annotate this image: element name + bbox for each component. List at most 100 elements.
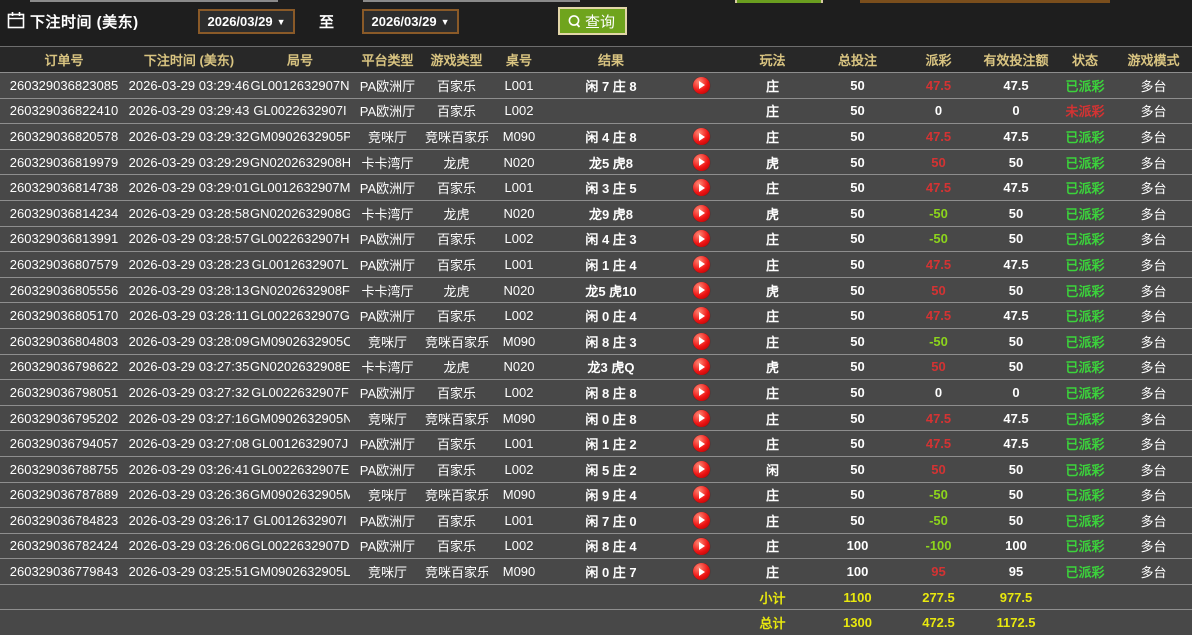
replay-play-icon[interactable] [692, 383, 710, 401]
replay-play-icon[interactable] [692, 511, 710, 529]
cell-total-bet: 50 [850, 205, 865, 221]
replay-play-icon[interactable] [692, 358, 710, 376]
cell-game-mode: 多台 [1140, 129, 1167, 145]
cell-table-no: N020 [503, 282, 535, 298]
cell-order-id: 260329036795202 [9, 410, 119, 426]
cell-bet-time: 2026-03-29 03:28:23 [128, 256, 250, 272]
cell-order-id: 260329036807579 [9, 256, 119, 272]
cell-replay [672, 281, 730, 299]
replay-play-icon[interactable] [692, 128, 710, 146]
table-row: 260329036787889 2026-03-29 03:26:36 GM0902… [0, 481, 1192, 508]
cell-platform: PA欧洲厅 [359, 232, 416, 248]
cell-platform: 竞咪厅 [367, 334, 407, 350]
cell-table-no: L002 [504, 308, 534, 324]
replay-play-icon[interactable] [692, 281, 710, 299]
replay-play-icon[interactable] [692, 153, 710, 171]
cell-game-type: 百家乐 [436, 513, 476, 529]
cell-bet-time: 2026-03-29 03:26:36 [128, 487, 250, 503]
replay-play-icon[interactable] [692, 409, 710, 427]
cell-result: 闲 0 庄 8 [585, 411, 637, 427]
replay-play-icon[interactable] [692, 204, 710, 222]
cell-total-bet: 50 [850, 410, 865, 426]
replay-play-icon[interactable] [692, 255, 710, 273]
cell-game-mode: 多台 [1140, 513, 1167, 529]
header-platform: 平台类型 [361, 53, 414, 68]
cell-status: 已派彩 [1065, 488, 1105, 504]
replay-play-icon[interactable] [692, 486, 710, 504]
cell-play: 虎 [765, 206, 779, 222]
cell-status: 已派彩 [1065, 334, 1105, 350]
cell-table-no: N020 [503, 154, 535, 170]
table-row: 260329036805170 2026-03-29 03:28:11 GL0022… [0, 302, 1192, 328]
cell-table-no: M090 [502, 128, 536, 144]
cell-valid-bet: 50 [1008, 154, 1024, 170]
cell-bet-time: 2026-03-29 03:27:35 [128, 359, 250, 375]
cell-payout: 50 [931, 154, 946, 170]
play-triangle-icon [699, 260, 705, 269]
replay-play-icon[interactable] [692, 230, 710, 248]
replay-play-icon[interactable] [692, 460, 710, 478]
total-row: 总计 1300 472.5 1172.5 [0, 609, 1192, 635]
cell-round-id: GN0202632908G [250, 205, 350, 221]
header-total-bet: 总投注 [837, 53, 877, 68]
replay-play-icon[interactable] [692, 307, 710, 325]
replay-play-icon[interactable] [692, 332, 710, 350]
cell-table-no: L002 [504, 231, 534, 247]
cell-round-id: GL0012632907L [251, 256, 349, 272]
cell-replay [672, 204, 730, 222]
date-to-picker[interactable]: 2026/03/29 ▼ [362, 9, 459, 34]
cell-result: 闲 5 庄 2 [585, 462, 637, 478]
cell-result: 闲 8 庄 4 [585, 539, 637, 555]
header-game-type: 游戏类型 [430, 53, 483, 68]
cell-game-type: 竞咪百家乐 [425, 488, 488, 504]
cell-table-no: L002 [504, 461, 534, 477]
clipped-element-remnant [860, 0, 1110, 3]
cell-play: 庄 [765, 539, 779, 555]
cell-valid-bet: 47.5 [1003, 180, 1029, 196]
replay-play-icon[interactable] [692, 537, 710, 555]
cell-valid-bet: 47.5 [1003, 436, 1029, 452]
cell-valid-bet: 50 [1008, 205, 1024, 221]
cell-replay [672, 307, 730, 325]
search-button[interactable]: 查询 [558, 7, 628, 35]
cell-result: 龙5 虎8 [588, 155, 634, 171]
cell-status: 已派彩 [1065, 360, 1105, 376]
cell-replay [672, 537, 730, 555]
play-triangle-icon [699, 337, 705, 346]
cell-payout: -50 [929, 487, 948, 503]
cell-valid-bet: 50 [1008, 487, 1024, 503]
cell-replay [672, 358, 730, 376]
play-triangle-icon [699, 158, 705, 167]
cell-status: 已派彩 [1065, 411, 1105, 427]
table-row: 260329036804803 2026-03-29 03:28:09 GM0902… [0, 327, 1192, 354]
cell-result: 闲 4 庄 8 [585, 129, 637, 145]
table-row: 260329036823085 2026-03-29 03:29:46 GL0012… [0, 72, 1192, 98]
play-triangle-icon [699, 183, 705, 192]
cell-game-type: 龙虎 [443, 360, 470, 376]
cell-order-id: 260329036804803 [9, 333, 119, 349]
cell-status: 已派彩 [1065, 155, 1105, 171]
cell-platform: PA欧洲厅 [359, 385, 416, 401]
subtotal-payout: 277.5 [922, 589, 955, 605]
cell-bet-time: 2026-03-29 03:27:32 [128, 384, 250, 400]
replay-play-icon[interactable] [692, 76, 710, 94]
cell-game-type: 百家乐 [436, 437, 476, 453]
cell-platform: 竞咪厅 [367, 411, 407, 427]
date-from-picker[interactable]: 2026/03/29 ▼ [198, 9, 295, 34]
cell-status: 已派彩 [1065, 78, 1105, 94]
replay-play-icon[interactable] [692, 179, 710, 197]
replay-play-icon[interactable] [692, 563, 710, 581]
replay-play-icon[interactable] [692, 435, 710, 453]
cell-payout: 50 [931, 359, 946, 375]
cell-game-type: 百家乐 [436, 309, 476, 325]
cell-round-id: GM0902632905N [250, 410, 350, 426]
cell-total-bet: 50 [850, 512, 865, 528]
table-row: 260329036782424 2026-03-29 03:26:06 GL0022… [0, 532, 1192, 559]
cell-game-mode: 多台 [1140, 539, 1167, 555]
cell-game-mode: 多台 [1140, 257, 1167, 273]
play-triangle-icon [699, 542, 705, 551]
table-row: 260329036819979 2026-03-29 03:29:29 GN0202… [0, 148, 1192, 175]
cell-total-bet: 50 [850, 154, 865, 170]
cell-result: 闲 7 庄 8 [585, 78, 637, 94]
cell-result: 闲 8 庄 8 [585, 385, 637, 401]
